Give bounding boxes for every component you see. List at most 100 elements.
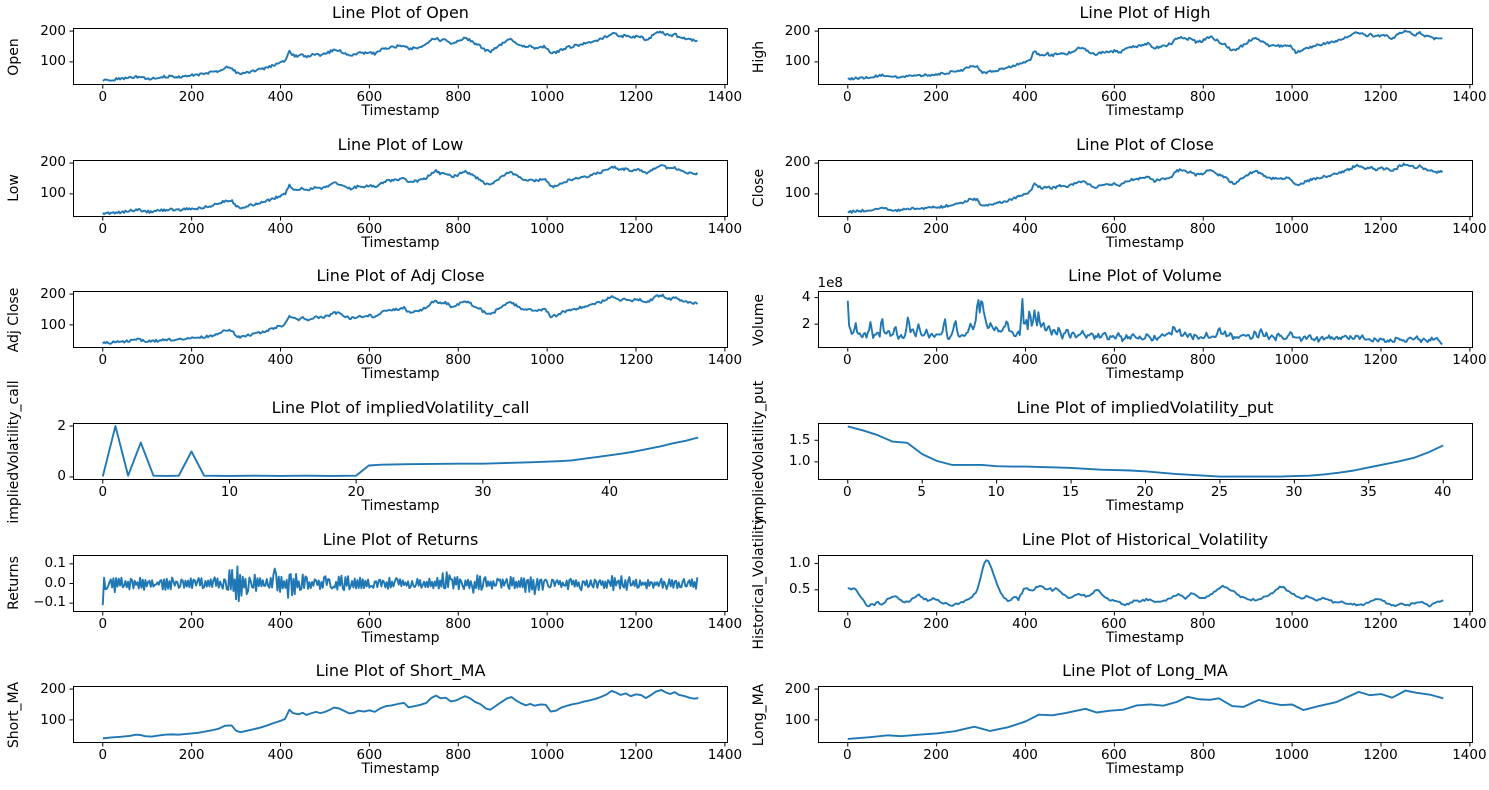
data-line <box>102 689 699 740</box>
y-tick-label: 200 <box>784 22 811 39</box>
plot-title: Line Plot of Historical_Volatility <box>1021 529 1269 549</box>
x-tick-label: 400 <box>267 89 294 105</box>
subplot-short-ma: Line Plot of Short_MA Short_MA 0 200 400 600 8… <box>0 658 745 790</box>
y-tick-label: 200 <box>40 680 66 697</box>
axes <box>69 28 728 89</box>
x-tick-label: 400 <box>267 220 294 237</box>
axes-spine <box>817 554 1473 612</box>
plot-title: Line Plot of Long_MA <box>1062 661 1228 681</box>
x-tick-label: 0 <box>842 89 852 105</box>
y-tick-label: 200 <box>40 285 66 302</box>
x-tick-label: 200 <box>923 747 950 764</box>
data-line <box>102 30 698 82</box>
x-tick-label: 1000 <box>529 747 565 764</box>
x-axis-label: Timestamp <box>1105 234 1185 251</box>
axes <box>814 423 1473 484</box>
axes-spine <box>817 28 1473 85</box>
data-line <box>101 425 699 477</box>
x-tick-label: 0 <box>98 352 108 369</box>
axes <box>69 554 728 616</box>
x-tick-label: 800 <box>1189 220 1216 237</box>
x-tick-label: 800 <box>445 352 472 369</box>
x-tick-label: 30 <box>474 484 492 500</box>
x-tick-label: 10 <box>220 484 239 500</box>
y-tick-label: 100 <box>784 53 811 70</box>
y-tick-label: 100 <box>40 316 66 333</box>
x-tick-label: 800 <box>1189 352 1216 369</box>
x-tick-label: 800 <box>1189 747 1216 764</box>
y-tick-label: 0.0 <box>44 574 66 591</box>
axes <box>814 291 1473 352</box>
data-line <box>847 558 1444 608</box>
data-line <box>846 298 1443 346</box>
x-tick-label: 1000 <box>529 89 565 105</box>
axes <box>814 28 1473 89</box>
x-axis-label: Timestamp <box>361 366 440 383</box>
x-tick-label: 400 <box>1012 615 1038 632</box>
x-tick-label: 600 <box>356 89 383 105</box>
data-line <box>847 689 1443 741</box>
data-line <box>102 293 699 345</box>
x-tick-label: 200 <box>178 89 205 105</box>
x-axis-label: Timestamp <box>1105 761 1185 778</box>
y-tick-label: 100 <box>40 53 66 70</box>
y-tick-label: 100 <box>784 711 811 728</box>
plot-title: Line Plot of Open <box>332 3 469 22</box>
x-tick-label: 1000 <box>1274 220 1309 237</box>
subplot-historical-volatility: Line Plot of Historical_Volatility Histor… <box>745 517 1489 659</box>
x-tick-label: 1400 <box>1452 747 1487 764</box>
x-tick-label: 1400 <box>707 220 743 237</box>
x-tick-label: 0 <box>842 484 852 500</box>
x-tick-label: 30 <box>1285 484 1303 500</box>
x-tick-label: 1400 <box>1452 89 1487 105</box>
x-tick-label: 1200 <box>1363 615 1398 632</box>
y-tick-label: 1.0 <box>789 453 811 470</box>
x-tick-label: 20 <box>1136 484 1154 500</box>
subplot-low: Line Plot of Low Low 0 200 400 600 800 1000 1200… <box>0 132 745 264</box>
y-tick-label: 100 <box>40 711 66 728</box>
axes-spine <box>73 686 728 744</box>
subplot-volume: Line Plot of Volume Volume 1e8 0 200 400 600 80… <box>745 263 1489 395</box>
x-tick-label: 1200 <box>618 352 654 369</box>
x-tick-label: 600 <box>1101 747 1127 764</box>
x-tick-label: 1400 <box>707 747 743 764</box>
y-axis-label: impliedVolatility_call <box>6 379 22 524</box>
x-tick-label: 400 <box>1012 89 1038 105</box>
axes-spine <box>817 159 1473 217</box>
x-tick-label: 20 <box>347 484 365 500</box>
x-tick-label: 1200 <box>1363 220 1398 237</box>
x-tick-label: 600 <box>356 615 383 632</box>
x-tick-label: 600 <box>356 220 383 237</box>
x-tick-label: 1400 <box>707 352 743 369</box>
x-tick-label: 400 <box>1012 220 1038 237</box>
x-tick-label: 800 <box>1189 615 1216 632</box>
x-axis-label: Timestamp <box>361 629 440 646</box>
x-tick-label: 400 <box>1012 352 1038 369</box>
subplot-open: Line Plot of Open Open 0 200 400 600 800 1000 12… <box>0 0 745 132</box>
x-tick-label: 400 <box>267 352 294 369</box>
data-line <box>847 162 1443 214</box>
y-tick-label: 100 <box>40 185 66 202</box>
axes-spine <box>817 686 1473 744</box>
axes <box>69 423 728 484</box>
axes-spine <box>817 291 1473 349</box>
y-tick-label: 2 <box>57 417 66 434</box>
subplot-adj-close: Line Plot of Adj Close Adj Close 0 200 400 60… <box>0 263 745 395</box>
x-tick-label: 40 <box>1434 484 1452 500</box>
x-tick-label: 200 <box>923 220 950 237</box>
x-tick-label: 0 <box>98 747 108 764</box>
data-line <box>101 565 699 605</box>
x-tick-label: 800 <box>445 89 472 105</box>
x-tick-label: 1200 <box>618 615 654 632</box>
subplot-returns: Line Plot of Returns Returns 0 200 400 600 800… <box>0 527 745 659</box>
x-axis-label: Timestamp <box>1105 498 1185 514</box>
x-axis-label: Timestamp <box>361 103 440 119</box>
x-tick-label: 1400 <box>1452 352 1487 369</box>
x-axis-label: Timestamp <box>1105 103 1185 119</box>
axis-offset-text: 1e8 <box>817 275 843 292</box>
y-tick-label: 0 <box>57 468 66 485</box>
plot-title: Line Plot of Adj Close <box>316 266 485 286</box>
x-tick-label: 1000 <box>1274 747 1309 764</box>
axes <box>69 159 728 221</box>
x-tick-label: 25 <box>1210 484 1229 500</box>
